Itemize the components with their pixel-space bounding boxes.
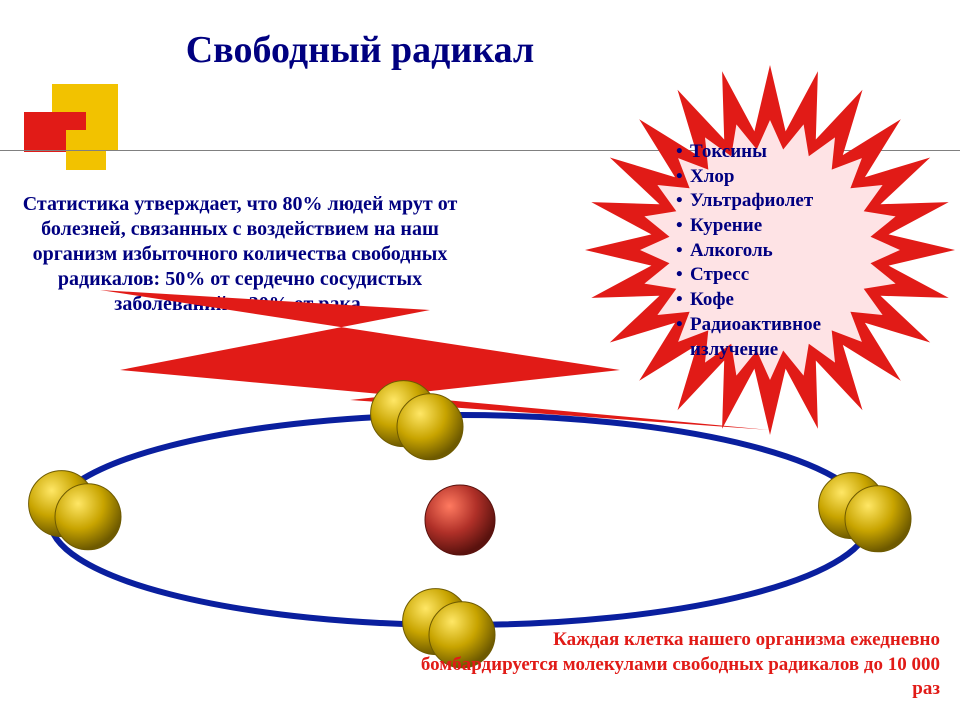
factors-list-item: Стресс: [676, 263, 886, 288]
factors-list-item: Токсины: [676, 140, 886, 165]
factors-list-item: Ультрафиолет: [676, 189, 886, 214]
factors-list-item: Курение: [676, 214, 886, 239]
slide-stage: Свободный радикал Статистика утверждает,…: [0, 0, 960, 720]
footer-caption: Каждая клетка нашего организма ежедневно…: [420, 628, 940, 702]
factors-list-item: Алкоголь: [676, 239, 886, 264]
factors-list-item: Хлор: [676, 165, 886, 190]
